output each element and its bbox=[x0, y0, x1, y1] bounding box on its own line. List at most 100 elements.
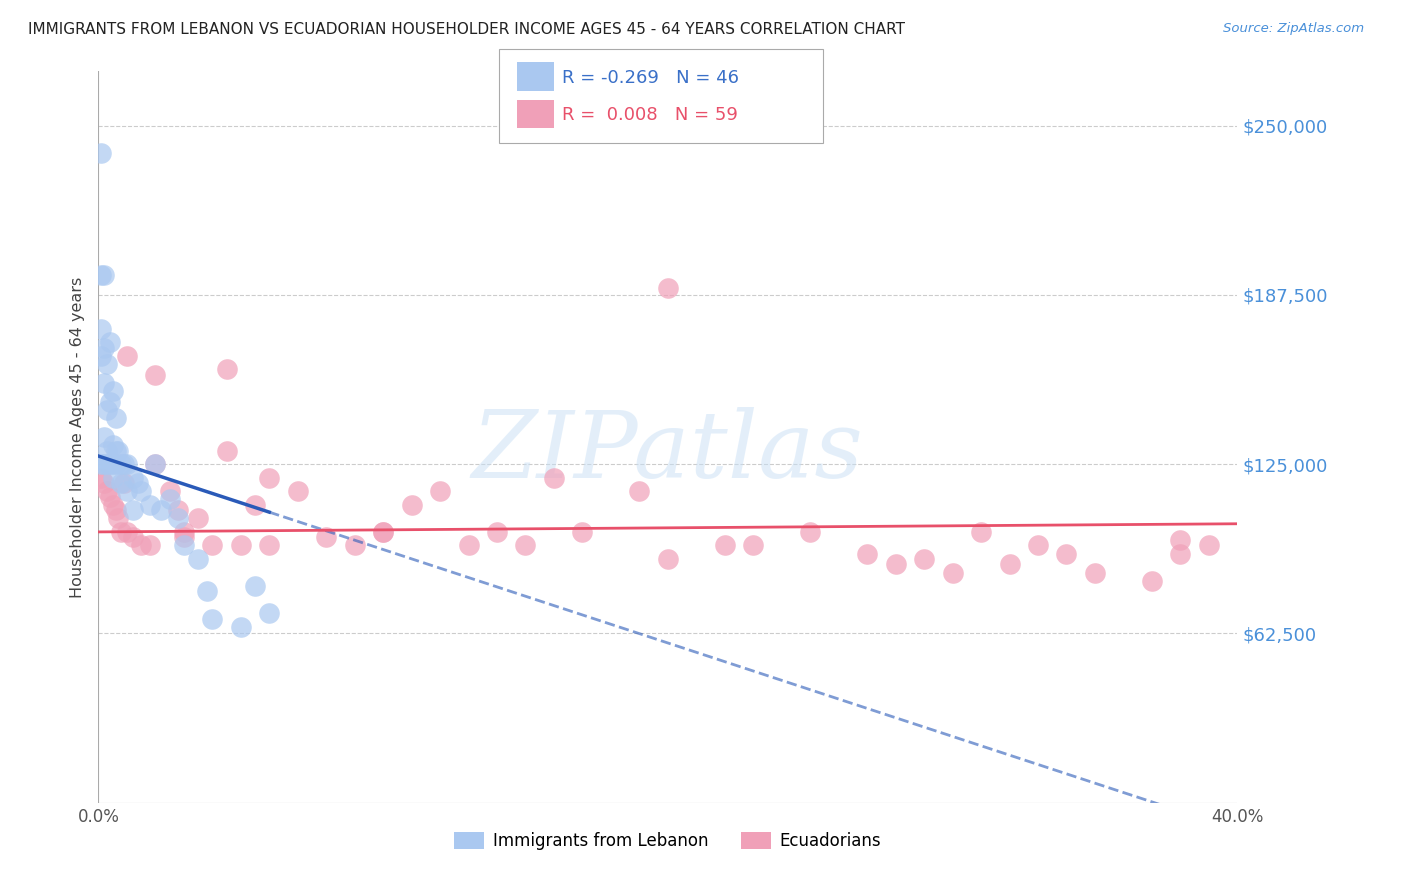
Point bbox=[259, 538, 281, 552]
Point bbox=[93, 376, 115, 390]
Point bbox=[150, 503, 173, 517]
Text: R =  0.008   N = 59: R = 0.008 N = 59 bbox=[562, 106, 738, 124]
Point bbox=[571, 524, 593, 539]
Point bbox=[110, 457, 132, 471]
Point bbox=[110, 524, 132, 539]
Point bbox=[1026, 538, 1049, 552]
Point bbox=[215, 443, 238, 458]
Point bbox=[104, 411, 127, 425]
Point bbox=[107, 511, 129, 525]
Point bbox=[98, 335, 121, 350]
Point bbox=[856, 547, 879, 561]
Point bbox=[93, 341, 115, 355]
Point bbox=[127, 476, 149, 491]
Point bbox=[373, 524, 395, 539]
Point bbox=[259, 606, 281, 620]
Point bbox=[98, 457, 121, 471]
Point bbox=[96, 403, 118, 417]
Point bbox=[1170, 533, 1192, 547]
Point bbox=[115, 457, 138, 471]
Point bbox=[104, 443, 127, 458]
Legend: Immigrants from Lebanon, Ecuadorians: Immigrants from Lebanon, Ecuadorians bbox=[447, 825, 889, 856]
Point bbox=[90, 349, 112, 363]
Y-axis label: Householder Income Ages 45 - 64 years: Householder Income Ages 45 - 64 years bbox=[70, 277, 86, 598]
Point bbox=[96, 357, 118, 371]
Point bbox=[145, 457, 167, 471]
Point bbox=[243, 579, 266, 593]
Point bbox=[173, 530, 195, 544]
Point bbox=[714, 538, 737, 552]
Point bbox=[912, 552, 935, 566]
Point bbox=[657, 281, 679, 295]
Point bbox=[1084, 566, 1107, 580]
Point bbox=[998, 558, 1021, 572]
Point bbox=[107, 443, 129, 458]
Point bbox=[1198, 538, 1220, 552]
Point bbox=[373, 524, 395, 539]
Point bbox=[93, 268, 115, 282]
Point bbox=[115, 349, 138, 363]
Point bbox=[93, 476, 115, 491]
Point bbox=[1056, 547, 1078, 561]
Point bbox=[104, 503, 127, 517]
Point bbox=[215, 362, 238, 376]
Point bbox=[145, 457, 167, 471]
Point bbox=[90, 471, 112, 485]
Point bbox=[90, 322, 112, 336]
Point bbox=[401, 498, 423, 512]
Point bbox=[101, 384, 124, 398]
Point bbox=[343, 538, 366, 552]
Point bbox=[96, 443, 118, 458]
Point bbox=[173, 538, 195, 552]
Point bbox=[90, 145, 112, 160]
Point bbox=[315, 530, 337, 544]
Point bbox=[429, 484, 451, 499]
Point bbox=[970, 524, 993, 539]
Point bbox=[942, 566, 965, 580]
Point bbox=[159, 492, 181, 507]
Point bbox=[129, 484, 152, 499]
Text: ZIPatlas: ZIPatlas bbox=[472, 407, 863, 497]
Point bbox=[96, 457, 118, 471]
Point bbox=[101, 471, 124, 485]
Point bbox=[259, 471, 281, 485]
Point bbox=[287, 484, 309, 499]
Point bbox=[138, 498, 160, 512]
Point bbox=[486, 524, 509, 539]
Point bbox=[187, 511, 209, 525]
Point bbox=[229, 620, 252, 634]
Point bbox=[742, 538, 765, 552]
Text: IMMIGRANTS FROM LEBANON VS ECUADORIAN HOUSEHOLDER INCOME AGES 45 - 64 YEARS CORR: IMMIGRANTS FROM LEBANON VS ECUADORIAN HO… bbox=[28, 22, 905, 37]
Point bbox=[104, 457, 127, 471]
Point bbox=[1140, 574, 1163, 588]
Point bbox=[457, 538, 479, 552]
Point bbox=[187, 552, 209, 566]
Point bbox=[101, 457, 124, 471]
Point bbox=[167, 511, 190, 525]
Text: R = -0.269   N = 46: R = -0.269 N = 46 bbox=[562, 69, 740, 87]
Point bbox=[201, 611, 224, 625]
Point bbox=[90, 457, 112, 471]
Point bbox=[515, 538, 537, 552]
Point bbox=[112, 457, 135, 471]
Point bbox=[101, 438, 124, 452]
Point bbox=[93, 457, 115, 471]
Point bbox=[101, 498, 124, 512]
Point bbox=[96, 484, 118, 499]
Point bbox=[167, 503, 190, 517]
Point bbox=[110, 476, 132, 491]
Point bbox=[115, 484, 138, 499]
Point bbox=[159, 484, 181, 499]
Point bbox=[543, 471, 565, 485]
Point bbox=[90, 268, 112, 282]
Point bbox=[243, 498, 266, 512]
Point bbox=[121, 471, 143, 485]
Point bbox=[93, 430, 115, 444]
Point bbox=[799, 524, 821, 539]
Point bbox=[98, 490, 121, 504]
Point bbox=[884, 558, 907, 572]
Point bbox=[145, 368, 167, 382]
Point bbox=[115, 524, 138, 539]
Point bbox=[1170, 547, 1192, 561]
Point bbox=[121, 530, 143, 544]
